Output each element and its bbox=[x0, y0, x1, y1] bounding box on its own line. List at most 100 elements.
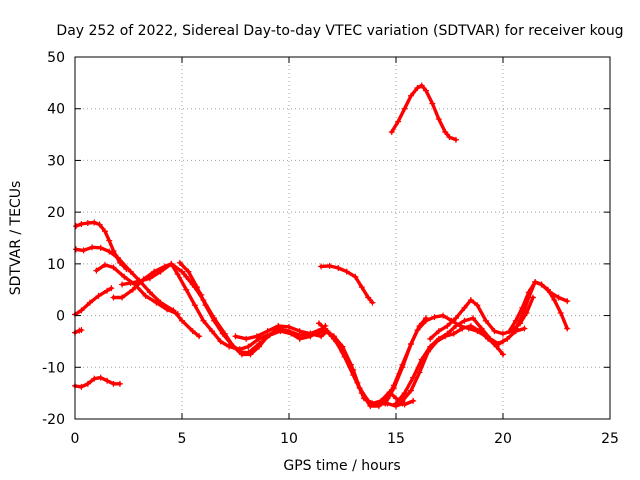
data-point bbox=[96, 221, 103, 228]
data-point bbox=[500, 338, 506, 345]
data-point bbox=[476, 328, 483, 335]
data-point bbox=[191, 302, 198, 309]
series-arc-3 bbox=[93, 261, 181, 318]
data-series bbox=[72, 82, 571, 410]
data-point bbox=[485, 335, 492, 342]
x-tick-label: 15 bbox=[387, 431, 405, 447]
data-point bbox=[442, 333, 449, 340]
data-point bbox=[189, 328, 196, 335]
axis-ticks: 0 5 10 15 20 25 -20 -10 0 10 20 30 40 50 bbox=[42, 50, 619, 447]
data-point bbox=[446, 134, 453, 141]
data-point bbox=[78, 383, 85, 390]
data-point bbox=[91, 219, 98, 226]
data-point bbox=[414, 85, 421, 92]
series-arc-4 bbox=[72, 285, 115, 318]
data-point bbox=[350, 372, 357, 379]
data-point bbox=[243, 335, 250, 342]
y-tick-label: 10 bbox=[47, 257, 65, 273]
data-point bbox=[343, 268, 350, 275]
data-point bbox=[395, 118, 402, 125]
data-point bbox=[264, 328, 271, 335]
data-point bbox=[491, 328, 498, 335]
data-point bbox=[512, 325, 519, 332]
data-point bbox=[110, 294, 117, 301]
data-point bbox=[333, 338, 340, 345]
y-axis-label: SDTVAR / TECUs bbox=[8, 181, 24, 296]
y-tick-label: -20 bbox=[42, 412, 65, 428]
data-point bbox=[286, 323, 292, 330]
y-tick-label: 50 bbox=[47, 50, 65, 66]
data-point bbox=[422, 317, 429, 324]
plot-frame bbox=[74, 56, 611, 420]
data-point bbox=[106, 248, 113, 255]
data-point bbox=[78, 307, 85, 314]
x-tick-label: 20 bbox=[494, 431, 512, 447]
data-point bbox=[407, 341, 414, 348]
data-point bbox=[179, 268, 185, 275]
data-point bbox=[416, 369, 423, 376]
data-point bbox=[183, 273, 190, 280]
data-point bbox=[275, 322, 282, 329]
data-point bbox=[101, 261, 108, 268]
data-point bbox=[519, 312, 526, 319]
data-point bbox=[78, 221, 85, 228]
series-arc-11 bbox=[232, 322, 406, 410]
series-line bbox=[74, 245, 201, 338]
data-point bbox=[176, 259, 183, 266]
data-point bbox=[390, 384, 397, 391]
series-arc-13 bbox=[315, 315, 429, 410]
data-point bbox=[399, 397, 406, 404]
data-point bbox=[482, 317, 489, 324]
data-point bbox=[106, 237, 113, 244]
series-line bbox=[390, 83, 458, 142]
series-line bbox=[178, 261, 328, 355]
data-point bbox=[418, 82, 425, 89]
data-point bbox=[104, 377, 111, 384]
data-point bbox=[73, 246, 80, 253]
data-point bbox=[500, 351, 506, 358]
series-arc-21 bbox=[388, 82, 459, 143]
data-point bbox=[335, 264, 342, 271]
data-point bbox=[467, 322, 474, 329]
data-point bbox=[551, 297, 558, 304]
data-point bbox=[493, 341, 500, 348]
data-point bbox=[211, 315, 218, 322]
data-point bbox=[367, 403, 374, 410]
data-point bbox=[461, 304, 468, 311]
data-point bbox=[474, 302, 481, 309]
data-point bbox=[532, 278, 539, 285]
data-point bbox=[93, 267, 100, 274]
data-point bbox=[470, 315, 477, 322]
data-point bbox=[467, 297, 474, 304]
data-point bbox=[153, 299, 160, 306]
y-tick-label: 40 bbox=[47, 102, 65, 118]
data-point bbox=[538, 281, 545, 288]
data-point bbox=[452, 315, 459, 322]
data-point bbox=[506, 328, 513, 335]
data-point bbox=[108, 285, 115, 292]
data-point bbox=[401, 401, 408, 408]
data-point bbox=[86, 299, 93, 306]
data-point bbox=[296, 328, 303, 335]
data-point bbox=[407, 92, 414, 99]
data-point bbox=[110, 264, 117, 271]
data-point bbox=[393, 400, 399, 407]
data-point bbox=[142, 292, 149, 299]
data-point bbox=[442, 128, 449, 135]
x-tick-label: 10 bbox=[280, 431, 298, 447]
data-point bbox=[369, 299, 376, 306]
data-point bbox=[119, 281, 126, 288]
data-point bbox=[174, 311, 181, 318]
data-point bbox=[200, 297, 207, 304]
data-point bbox=[73, 223, 80, 230]
data-point bbox=[136, 278, 143, 285]
data-point bbox=[84, 380, 91, 387]
data-point bbox=[121, 273, 128, 280]
data-point bbox=[352, 273, 359, 280]
series-arc-2 bbox=[73, 244, 203, 340]
data-point bbox=[401, 390, 408, 397]
data-point bbox=[84, 220, 91, 227]
data-point bbox=[401, 105, 408, 112]
data-point bbox=[179, 317, 185, 324]
data-point bbox=[318, 333, 325, 340]
